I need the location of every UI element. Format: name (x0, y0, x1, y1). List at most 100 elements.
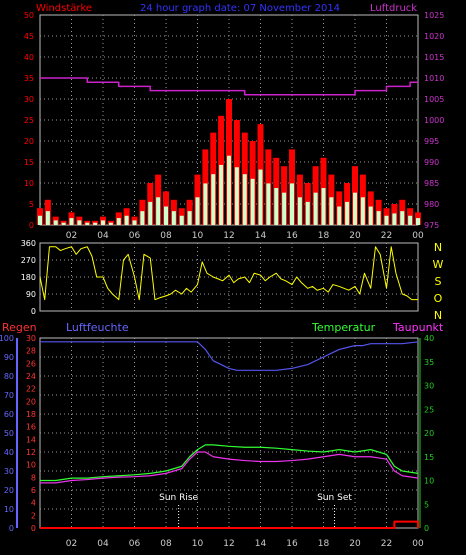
climate-panel-frame (39, 337, 419, 529)
rain-y-tick: 22 (26, 385, 36, 394)
rain-y-tick: 20 (26, 397, 36, 406)
wind-y-tick: 45 (24, 32, 34, 41)
direction-y-tick: 90 (26, 290, 36, 299)
wind-average-bar (203, 183, 208, 225)
rain-y-tick: 24 (26, 372, 36, 381)
wind-average-bar (353, 192, 357, 225)
wind-y-tick: 50 (24, 11, 34, 20)
pressure-y-tick: 975 (424, 221, 439, 230)
climate-panel-x-tick: 10 (192, 539, 204, 549)
humidity-y-tick: 30 (4, 467, 14, 476)
wind-average-bar (164, 206, 168, 225)
wind-average-bar (297, 197, 302, 225)
humidity-y-tick: 80 (4, 372, 14, 381)
climate-panel-x-tick: 12 (223, 539, 234, 549)
rain-y-tick: 30 (26, 334, 36, 343)
wind-average-bar (234, 167, 239, 225)
wind-panel-x-tick: 04 (97, 231, 109, 241)
wind-average-bar (266, 183, 271, 225)
wind-average-bar (148, 201, 153, 225)
rain-y-tick: 10 (26, 461, 36, 470)
pressure-line (40, 77, 418, 96)
compass-tick: N (434, 241, 442, 254)
pressure-y-tick: 1015 (424, 53, 444, 62)
wind-average-bar (116, 218, 121, 225)
wind-average-bar (227, 155, 231, 225)
wind-average-bar (400, 211, 405, 225)
wind-average-bar (93, 222, 98, 225)
compass-tick: N (434, 309, 442, 322)
wind-average-bar (179, 215, 184, 225)
rain-y-tick: 28 (26, 347, 36, 356)
wind-y-tick: 0 (29, 221, 34, 230)
wind-average-bar (305, 201, 310, 225)
climate-panel-x-tick: 14 (255, 539, 267, 549)
wind-average-bar (219, 164, 224, 225)
wind-average-bar (250, 178, 255, 225)
wind-panel-x-tick: 08 (160, 231, 172, 241)
wind-average-bar (321, 188, 326, 225)
wind-average-bar (282, 192, 287, 225)
humidity-line (40, 341, 419, 371)
rain-y-tick: 14 (26, 435, 36, 444)
wind-axis-title: Windstärke (36, 3, 92, 14)
dewpoint-axis-title: Taupunkt (392, 321, 444, 334)
wind-y-tick: 5 (29, 200, 34, 209)
humidity-y-tick: 40 (4, 448, 14, 457)
humidity-y-tick: 20 (4, 486, 14, 495)
wind-average-bar (416, 218, 420, 225)
temperature-axis-title: Temperatur (311, 321, 376, 334)
wind-panel-x-tick: 00 (412, 231, 424, 241)
wind-average-bar (85, 222, 90, 225)
wind-panel-x-tick: 16 (286, 231, 298, 241)
rain-line (40, 520, 419, 529)
wind-y-tick: 35 (24, 74, 34, 83)
climate-panel-x-tick: 06 (129, 539, 141, 549)
temperature-y-tick: 35 (424, 358, 434, 367)
climate-panel-x-tick: 22 (381, 539, 392, 549)
rain-axis-title: Regen (2, 321, 37, 334)
climate-panel-x-tick: 18 (318, 539, 330, 549)
temperature-y-tick: 15 (424, 453, 434, 462)
direction-y-tick: 0 (31, 307, 36, 316)
wind-average-bar (329, 197, 334, 225)
pressure-y-tick: 980 (424, 200, 439, 209)
wind-average-bar (124, 215, 129, 225)
wind-average-bar (156, 197, 161, 225)
rain-y-tick: 0 (31, 524, 36, 533)
wind-y-tick: 20 (24, 137, 34, 146)
wind-panel-x-tick: 22 (381, 231, 392, 241)
wind-average-bar (69, 218, 74, 225)
direction-y-tick: 270 (21, 256, 36, 265)
wind-panel-x-tick: 12 (223, 231, 234, 241)
pressure-y-tick: 1010 (424, 74, 444, 83)
rain-y-tick: 26 (26, 359, 36, 368)
pressure-y-tick: 990 (424, 158, 439, 167)
humidity-y-tick: 60 (4, 410, 14, 419)
wind-average-bar (290, 183, 294, 225)
compass-tick: O (434, 292, 443, 305)
temperature-y-tick: 40 (424, 334, 434, 343)
wind-average-bar (101, 220, 105, 225)
wind-average-bar (360, 197, 365, 225)
rain-y-tick: 12 (26, 448, 36, 457)
wind-average-bar (392, 213, 397, 225)
temperature-y-tick: 30 (424, 382, 434, 391)
humidity-axis-title: Luftfeuchte (66, 321, 129, 334)
direction-y-tick: 360 (21, 239, 36, 248)
wind-y-tick: 30 (24, 95, 34, 104)
wind-panel-x-tick: 20 (349, 231, 361, 241)
wind-average-bar (313, 192, 318, 225)
wind-average-bar (77, 220, 82, 225)
humidity-y-tick: 50 (4, 429, 14, 438)
wind-average-bar (274, 188, 279, 225)
wind-y-tick: 15 (24, 158, 34, 167)
temperature-y-tick: 5 (424, 500, 429, 509)
temperature-y-tick: 0 (424, 524, 429, 533)
climate-panel-x-tick: 08 (160, 539, 172, 549)
wind-y-tick: 10 (24, 179, 34, 188)
wind-average-bar (108, 222, 113, 225)
wind-y-tick: 25 (24, 116, 34, 125)
rain-y-tick: 2 (31, 511, 36, 520)
